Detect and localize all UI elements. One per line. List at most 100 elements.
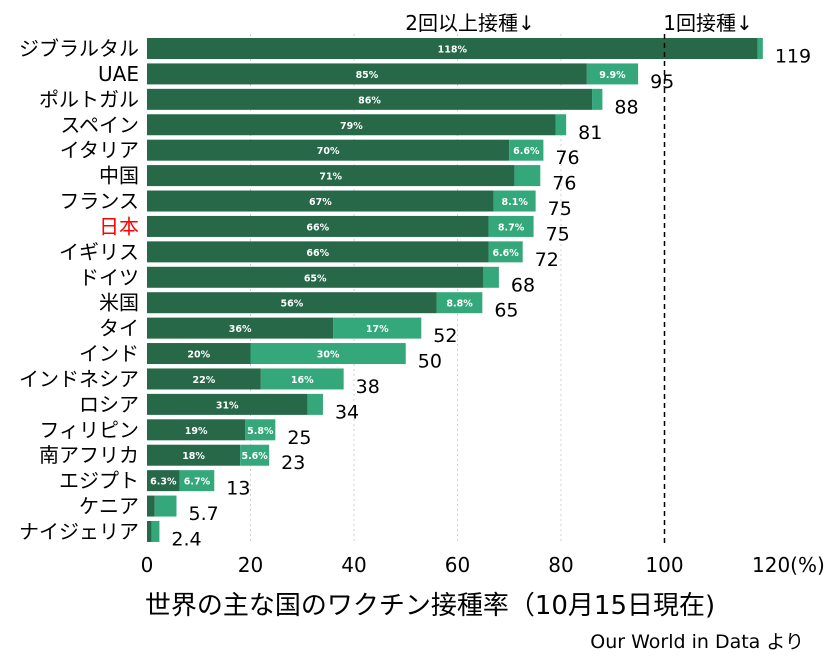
category-label: フランス: [59, 189, 139, 213]
total-label: 25: [287, 427, 311, 449]
bar-label-one-dose: 8.8%: [446, 299, 473, 310]
category-label: 米国: [99, 291, 139, 315]
bar-label-two-doses: 31%: [216, 400, 239, 411]
bar-two-doses: [147, 444, 241, 466]
category-label: 日本: [99, 214, 139, 238]
bar-label-two-doses: 66%: [306, 222, 329, 233]
bar-label-two-doses: 18%: [182, 451, 205, 462]
bar-label-one-dose: 17%: [366, 324, 389, 335]
category-label: インド: [79, 342, 139, 366]
bar-label-two-doses: 67%: [309, 197, 332, 208]
bar-label-two-doses: 86%: [358, 95, 381, 106]
bar-one-dose: [514, 165, 541, 187]
bar-label-two-doses: 36%: [229, 324, 252, 335]
total-label: 81: [578, 122, 602, 144]
bar-two-doses: [147, 38, 758, 59]
total-label: 75: [546, 223, 570, 245]
total-label: 5.7: [188, 503, 218, 525]
bar-one-dose: [154, 495, 177, 517]
bar-one-dose: [493, 190, 536, 212]
bar-two-doses: [147, 419, 246, 441]
category-label: ポルトガル: [39, 87, 139, 111]
bar-label-one-dose: 6.6%: [513, 146, 540, 157]
category-label: イタリア: [60, 138, 139, 162]
category-label: 中国: [99, 164, 139, 188]
bar-two-doses: [147, 292, 437, 314]
bar-one-dose: [240, 444, 270, 466]
category-label: スペイン: [60, 113, 139, 137]
bar-label-two-doses: 6.3%: [150, 477, 177, 488]
bar-one-dose: [179, 470, 215, 492]
annotation-two-doses: 2回以上接種↓: [405, 11, 534, 35]
total-label: 65: [494, 300, 518, 322]
total-label: 34: [335, 401, 359, 423]
category-labels: ジブラルタルUAEポルトガルスペインイタリア中国フランス日本イギリスドイツ米国タ…: [19, 37, 139, 544]
bars: 118% 85% 9.9% 86% 79% 70% 6.6% 71% 67% 8.1% 66% 8.7…: [147, 38, 763, 542]
bar-one-dose: [586, 63, 639, 85]
bar-label-two-doses: 118%: [438, 45, 468, 56]
bar-two-doses: [147, 63, 587, 85]
x-tick-label: 100: [645, 553, 683, 577]
total-label: 23: [281, 452, 305, 474]
x-tick-label: 60: [445, 553, 470, 577]
bar-one-dose: [151, 520, 160, 542]
bar-one-dose: [509, 139, 544, 161]
bar-label-two-doses: 22%: [193, 375, 216, 386]
total-label: 119: [775, 46, 811, 68]
total-label: 13: [226, 478, 250, 500]
category-label: ロシア: [79, 392, 139, 416]
category-label: ナイジェリア: [19, 519, 139, 543]
bar-label-two-doses: 85%: [356, 70, 379, 81]
category-label: ジブラルタル: [19, 37, 139, 61]
total-label: 38: [356, 376, 380, 398]
annotation-one-dose: 1回接種↓: [663, 11, 752, 35]
bar-one-dose: [488, 241, 523, 263]
bar-one-dose: [333, 317, 422, 339]
bar-two-doses: [147, 190, 494, 212]
bar-one-dose: [250, 343, 406, 365]
category-label: フィリピン: [39, 418, 139, 442]
bar-two-doses: [147, 520, 152, 542]
category-label: 南アフリカ: [39, 443, 139, 467]
bar-one-dose: [555, 114, 567, 136]
bar-one-dose: [260, 368, 344, 390]
bar-label-two-doses: 56%: [281, 299, 304, 310]
bar-label-one-dose: 8.1%: [502, 197, 529, 208]
x-tick-label: 80: [548, 553, 573, 577]
source-note: Our World in Data より: [590, 631, 804, 653]
bar-label-one-dose: 5.8%: [247, 426, 274, 437]
bar-one-dose: [436, 292, 483, 314]
bar-two-doses: [147, 139, 510, 161]
bar-two-doses: [147, 241, 489, 263]
category-label: ケニア: [79, 494, 139, 518]
bar-two-doses: [147, 470, 180, 492]
bar-label-two-doses: 19%: [185, 426, 208, 437]
total-label: 76: [555, 147, 579, 169]
bar-label-one-dose: 6.6%: [492, 248, 519, 259]
category-label: イギリス: [59, 240, 139, 264]
x-tick-label: 120(%): [752, 553, 825, 577]
bar-two-doses: [147, 343, 251, 365]
bar-label-one-dose: 5.6%: [241, 451, 268, 462]
bar-label-one-dose: 16%: [291, 375, 314, 386]
bar-two-doses: [147, 317, 334, 339]
total-label: 95: [650, 71, 674, 93]
category-label: エジプト: [59, 469, 139, 493]
bar-two-doses: [147, 114, 556, 136]
bar-label-two-doses: 79%: [340, 121, 363, 132]
chart-title: 世界の主な国のワクチン接種率（10月15日現在): [145, 591, 715, 621]
bar-two-doses: [147, 393, 308, 415]
bar-one-dose: [757, 38, 763, 59]
bar-label-one-dose: 6.7%: [184, 477, 211, 488]
category-label: UAE: [98, 62, 139, 86]
bar-label-two-doses: 70%: [317, 146, 340, 157]
total-label: 75: [548, 198, 572, 220]
x-axis-ticks: 0 20 40 60 80 100 120(%): [141, 553, 825, 577]
x-tick-label: 0: [141, 553, 154, 577]
total-label: 68: [511, 274, 535, 296]
total-label: 2.4: [171, 528, 201, 550]
total-label: 88: [614, 96, 638, 118]
bar-label-two-doses: 65%: [304, 273, 327, 284]
